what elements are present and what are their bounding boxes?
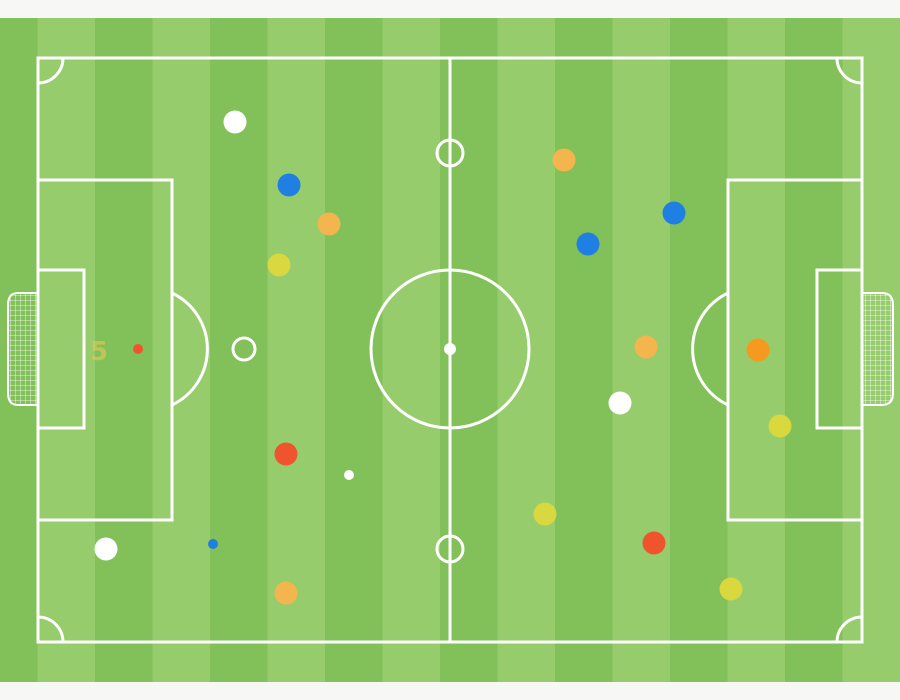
player-marker-red[interactable] (133, 344, 143, 354)
player-marker-yellow[interactable] (533, 502, 557, 526)
player-marker-yellow[interactable] (768, 414, 792, 438)
player-marker-blue[interactable] (576, 232, 600, 256)
grass-stripe (95, 18, 153, 682)
center-circle (369, 268, 531, 430)
halfway-mark-top (435, 138, 465, 168)
player-marker-white[interactable] (223, 110, 247, 134)
corner-arc-top-left (37, 57, 65, 85)
player-markers (94, 110, 792, 605)
grass-stripe (267, 18, 326, 682)
corner-arc-bottom-right (835, 615, 863, 643)
player-marker-orange[interactable] (552, 148, 576, 172)
grass-stripe (555, 18, 613, 682)
right-goal-net (861, 292, 894, 406)
left-goal-net (7, 292, 39, 406)
halfway-mark-bottom (435, 534, 465, 564)
player-marker-red[interactable] (274, 442, 298, 466)
faint-number-label: 5 (90, 337, 108, 367)
corner-arc-bottom-left (37, 615, 65, 643)
player-marker-white[interactable] (344, 470, 354, 480)
grass-stripe (785, 18, 843, 682)
player-marker-white[interactable] (231, 336, 257, 362)
player-marker-white[interactable] (608, 391, 632, 415)
grass-stripe (497, 18, 556, 682)
player-marker-orange[interactable] (634, 335, 658, 359)
player-marker-red[interactable] (642, 531, 666, 555)
player-marker-yellow[interactable] (719, 577, 743, 601)
player-marker-orange[interactable] (274, 581, 298, 605)
grass-stripe (325, 18, 383, 682)
player-marker-orange[interactable] (317, 212, 341, 236)
player-marker-blue[interactable] (277, 173, 301, 197)
grass-stripe (152, 18, 211, 682)
player-marker-white[interactable] (94, 537, 118, 561)
center-spot (444, 343, 456, 355)
player-marker-blue[interactable] (662, 201, 686, 225)
player-marker-blue[interactable] (208, 539, 218, 549)
left-penalty-arc (171, 291, 209, 407)
player-marker-orange[interactable] (746, 338, 770, 362)
corner-arc-top-right (835, 57, 863, 85)
player-marker-yellow[interactable] (267, 253, 291, 277)
right-penalty-arc (691, 291, 729, 407)
grass-stripe (382, 18, 441, 682)
grass-stripe (670, 18, 728, 682)
grass-stripe (37, 18, 96, 682)
